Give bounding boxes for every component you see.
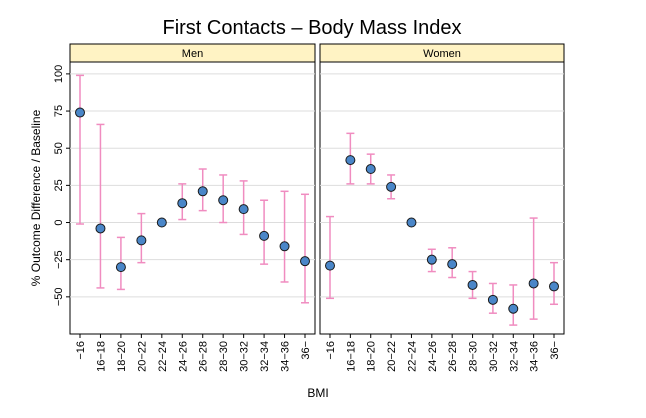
x-tick-label-men: 24−26 [177,341,189,372]
x-tick-label-women: 18−20 [366,341,378,372]
data-point-men [115,262,126,273]
y-tick-label: 75 [53,105,65,117]
strip-label-women: Women [423,48,461,60]
x-tick-label-men: 22−24 [157,341,169,372]
x-tick-label-women: 36− [549,341,561,360]
data-point-men [95,223,106,234]
x-tick-label-women: 34−36 [529,341,541,372]
plot-frame-men [69,61,316,335]
panel-women: Women −16 16−18 18−20 20−22 22−24 24−26 26−28 2… [319,43,565,372]
x-tick-label-women: 20−22 [386,341,398,372]
x-tick-label-men: 30−32 [239,341,251,372]
y-tick-label: 50 [53,142,65,154]
data-point-men [279,241,290,252]
x-tick-label-women: 32−34 [508,341,520,372]
data-point-women [386,181,397,192]
strip-label-men: Men [182,48,203,60]
x-tick-label-men: 16−18 [95,341,107,372]
x-tick-label-women: 26−28 [447,341,459,372]
data-point-men [75,107,85,118]
data-point-women [345,155,356,166]
x-tick-label-men: 34−36 [280,341,292,372]
data-point-women [549,281,559,292]
x-tick-label-men: −16 [75,341,87,360]
gridlines-women [320,73,564,298]
y-tick-label: 100 [53,65,65,83]
data-point-women [447,259,458,270]
data-point-women [487,294,498,305]
chart-title: First Contacts – Body Mass Index [162,17,461,39]
points-men [75,107,310,273]
y-tick-label: −50 [53,288,65,307]
y-tick-label: 25 [53,179,65,191]
x-tick-label-men: 18−20 [116,341,128,372]
y-axis-label: % Outcome Difference / Baseline [29,109,43,286]
data-point-men [238,204,249,215]
data-point-women [467,279,478,290]
gridlines-men [70,73,315,298]
x-tick-label-men: 32−34 [259,341,271,372]
panel-men: Men −16 16−18 18−20 20−22 22−24 24−26 26−28 28−… [69,43,316,372]
x-tick-label-women: −16 [325,341,337,360]
data-point-women [528,278,539,289]
data-point-women [508,303,519,314]
x-tick-label-women: 30−32 [488,341,500,372]
data-point-women [365,164,376,175]
x-ticks-women: −16 16−18 18−20 20−22 22−24 24−26 26−28 28−30 30… [325,334,561,372]
y-axis: 100 75 50 25 0 −25 −50 [53,65,70,306]
y-tick-label: −25 [53,250,65,269]
data-point-men [177,198,188,209]
data-point-women [426,254,437,265]
x-tick-label-men: 36− [300,341,312,360]
y-tick-label: 0 [53,219,65,225]
data-point-men [218,195,229,206]
x-tick-label-women: 28−30 [468,341,480,372]
plot-frame-women [319,61,565,335]
x-tick-label-women: 24−26 [427,341,439,372]
x-tick-label-men: 26−28 [198,341,210,372]
points-women [325,155,559,314]
data-point-women [406,217,417,228]
x-tick-label-women: 22−24 [406,341,418,372]
x-ticks-men: −16 16−18 18−20 20−22 22−24 24−26 26−28 28−30 30… [75,334,312,372]
x-axis-label: BMI [307,386,328,400]
data-point-men [197,186,208,197]
data-point-men [156,217,167,228]
x-tick-label-women: 16−18 [345,341,357,372]
data-point-men [259,230,270,241]
x-tick-label-men: 20−22 [136,341,148,372]
data-point-women [325,260,335,271]
x-tick-label-men: 28−30 [218,341,230,372]
error-bars-men [76,74,309,304]
data-point-men [136,235,147,246]
data-point-men [300,256,310,267]
